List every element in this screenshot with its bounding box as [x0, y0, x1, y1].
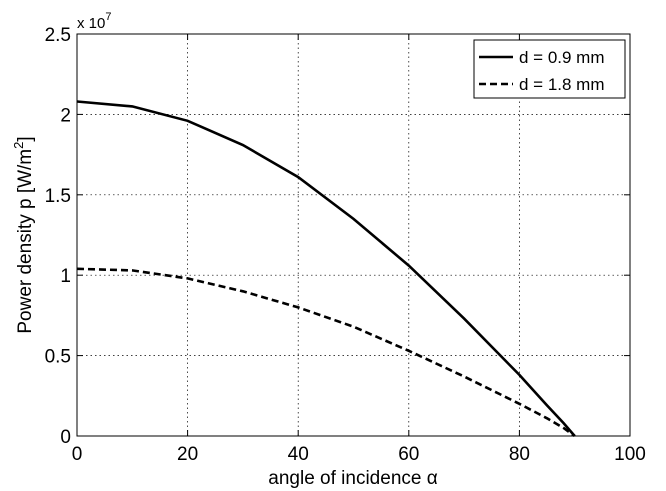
- x-tick-label: 80: [509, 444, 530, 465]
- x-tick-label: 0: [72, 444, 83, 465]
- y-tick-label: 0: [60, 427, 71, 448]
- y-tick-label: 0.5: [45, 347, 71, 368]
- x-tick-label: 60: [398, 444, 419, 465]
- series-layer: [76, 100, 576, 438]
- legend-label-series-1: d = 0.9 mm: [519, 48, 605, 67]
- y-exponent-label: x 107: [77, 11, 111, 32]
- series-line-2: [76, 267, 576, 438]
- x-axis-label: angle of incidence α: [268, 468, 437, 489]
- legend: d = 0.9 mm d = 1.8 mm: [473, 39, 626, 99]
- y-tick-label: 2.5: [45, 25, 71, 46]
- y-tick-label: 1: [60, 266, 71, 287]
- axes-ticks: 0 20 40 60 80 100 0 0.5 1 1.5 2 2.5: [45, 25, 646, 465]
- legend-box: [473, 39, 626, 99]
- y-tick-label: 2: [60, 105, 71, 126]
- y-axis-label: Power density p [W/m2]: [11, 136, 36, 333]
- plot-frame: [76, 33, 631, 437]
- series-line-1: [76, 100, 576, 437]
- legend-label-series-2: d = 1.8 mm: [519, 75, 605, 94]
- x-tick-label: 20: [177, 444, 198, 465]
- x-tick-label: 100: [614, 444, 646, 465]
- y-tick-label: 1.5: [45, 186, 71, 207]
- x-tick-label: 40: [288, 444, 309, 465]
